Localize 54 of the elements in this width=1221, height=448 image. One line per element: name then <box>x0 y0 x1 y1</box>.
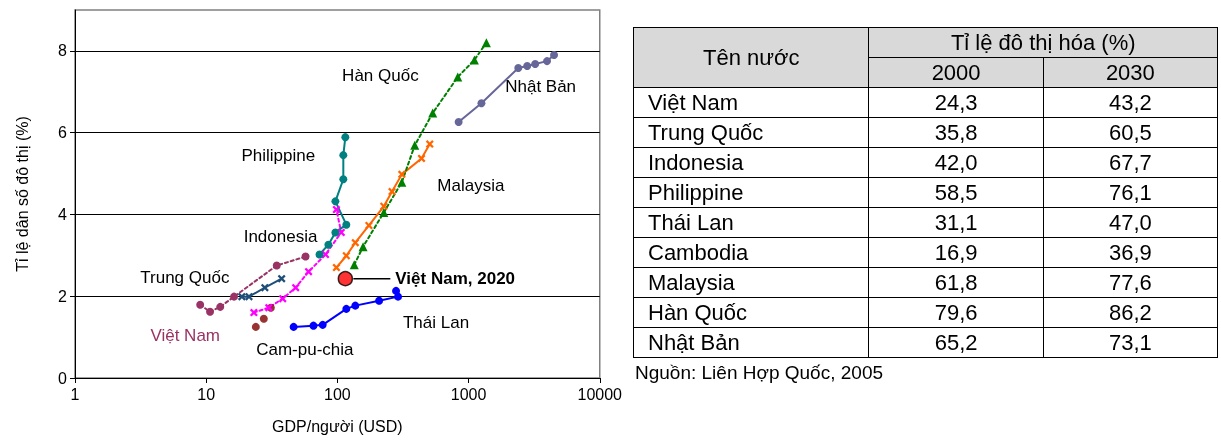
y-tick-label: 0 <box>58 369 68 387</box>
data-label: 42,0 <box>868 147 1044 178</box>
data-label: 73,1 <box>1043 327 1218 358</box>
data-label: 67,7 <box>1043 147 1218 178</box>
category-label: Philippine <box>633 177 869 208</box>
data-label: 16,9 <box>868 237 1044 268</box>
x-tick-label: 10 <box>197 385 216 403</box>
x-tick-label: 1 <box>70 385 80 403</box>
data-label: 58,5 <box>868 177 1044 208</box>
category-label: Cambodia <box>633 237 869 268</box>
data-label: 31,1 <box>868 207 1044 238</box>
y-tick-label: 6 <box>58 124 68 142</box>
data-label: 77,6 <box>1043 267 1218 298</box>
data-label: 43,2 <box>1043 87 1218 118</box>
data-label: 79,6 <box>868 297 1044 328</box>
x-tick-label: 100 <box>324 385 351 403</box>
category-label: Thái Lan <box>633 207 869 238</box>
text: Tên nước <box>633 27 869 88</box>
data-label: 60,5 <box>1043 117 1218 148</box>
data-label: 24,3 <box>868 87 1044 118</box>
x-tick-label: 1000 <box>450 385 487 403</box>
annotation: Việt Nam, 2020 <box>395 269 516 289</box>
y-tick-label: 2 <box>58 287 68 305</box>
category-label: Nhật Bản <box>633 327 869 358</box>
text: Nguồn: Liên Hợp Quốc, 2005 <box>635 362 884 384</box>
y-tick-label: 4 <box>58 205 68 223</box>
data-label: 76,1 <box>1043 177 1218 208</box>
category-label: Trung Quốc <box>633 117 869 148</box>
series-label: Thái Lan <box>402 313 470 333</box>
data-label: 61,8 <box>868 267 1044 298</box>
category-label: Indonesia <box>633 147 869 178</box>
series-label: Việt Nam <box>150 326 220 346</box>
data-label: 86,2 <box>1043 297 1218 328</box>
data-label: 36,9 <box>1043 237 1218 268</box>
series-label: Cam-pu-chia <box>256 340 355 360</box>
series-label: Indonesia <box>243 227 318 247</box>
series-label: Nhật Bản <box>505 76 577 96</box>
text: 2000 <box>868 57 1044 88</box>
category-label: Việt Nam <box>633 87 869 118</box>
text: 2030 <box>1043 57 1218 88</box>
data-label: 35,8 <box>868 117 1044 148</box>
data-label: 47,0 <box>1043 207 1218 238</box>
data-label: 65,2 <box>868 327 1044 358</box>
x-axis-title: GDP/người (USD) <box>272 417 403 435</box>
x-tick-label: 10000 <box>577 385 623 403</box>
category-label: Hàn Quốc <box>633 297 869 328</box>
series-label: Hàn Quốc <box>342 66 420 86</box>
category-label: Malaysia <box>633 267 869 298</box>
series-label: Philippine <box>241 145 316 165</box>
text: Tỉ lệ đô thị hóa (%) <box>868 27 1218 58</box>
y-axis-title: Tỉ lệ dân số đô thị (%) <box>13 116 31 272</box>
series-label: Trung Quốc <box>140 268 230 288</box>
series-label: Malaysia <box>437 175 505 195</box>
y-tick-label: 8 <box>58 42 68 60</box>
